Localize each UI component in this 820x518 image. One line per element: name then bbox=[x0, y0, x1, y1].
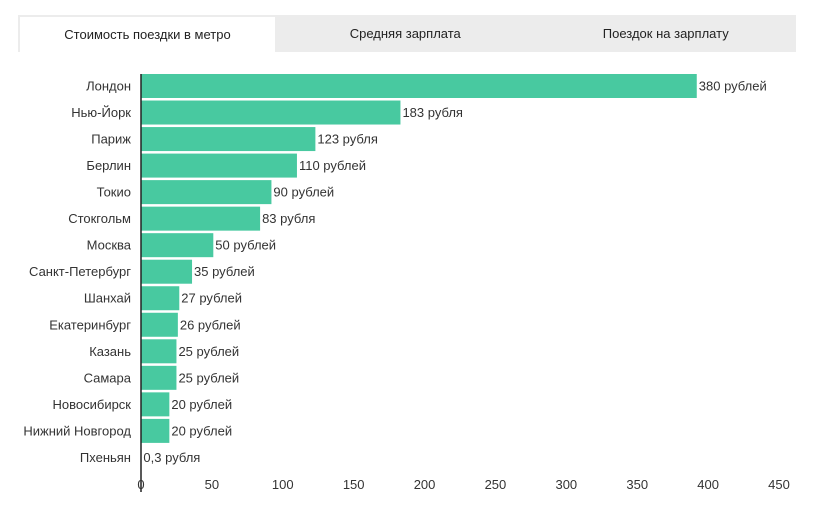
data-label: 0,3 рубля bbox=[143, 450, 200, 465]
bar bbox=[141, 286, 180, 311]
category-label: Пхеньян bbox=[80, 450, 131, 465]
bar bbox=[141, 206, 261, 231]
x-tick-label: 200 bbox=[414, 477, 436, 492]
x-tick-label: 400 bbox=[697, 477, 719, 492]
data-label: 25 рублей bbox=[178, 344, 239, 359]
bar bbox=[141, 233, 214, 258]
tab-metro-cost[interactable]: Стоимость поездки в метро bbox=[20, 17, 275, 52]
bar bbox=[141, 392, 170, 417]
x-tick-label: 350 bbox=[626, 477, 648, 492]
bar bbox=[141, 339, 177, 364]
x-tick-label: 150 bbox=[343, 477, 365, 492]
category-label: Казань bbox=[89, 344, 131, 359]
category-label: Нью-Йорк bbox=[71, 105, 131, 120]
data-label: 20 рублей bbox=[171, 397, 232, 412]
x-tick-label: 450 bbox=[768, 477, 790, 492]
x-tick-label: 250 bbox=[485, 477, 507, 492]
data-label: 26 рублей bbox=[180, 317, 241, 332]
data-label: 27 рублей bbox=[181, 291, 242, 306]
category-label: Москва bbox=[87, 238, 132, 253]
tab-bar: Стоимость поездки в метро Средняя зарпла… bbox=[18, 15, 796, 52]
data-label: 35 рублей bbox=[194, 264, 255, 279]
bar bbox=[141, 127, 316, 152]
data-label: 183 рубля bbox=[402, 105, 463, 120]
data-label: 123 рубля bbox=[317, 132, 378, 147]
bar bbox=[141, 153, 297, 178]
category-label: Новосибирск bbox=[53, 397, 132, 412]
data-label: 50 рублей bbox=[215, 238, 276, 253]
x-tick-label: 0 bbox=[137, 477, 144, 492]
data-label: 25 рублей bbox=[178, 370, 239, 385]
category-label: Токио bbox=[97, 185, 131, 200]
bar bbox=[141, 100, 401, 125]
data-label: 83 рубля bbox=[262, 211, 315, 226]
tab-trips-per-salary[interactable]: Поездок на зарплату bbox=[602, 26, 729, 41]
tab-average-salary[interactable]: Средняя зарплата bbox=[349, 26, 461, 41]
data-label: 20 рублей bbox=[171, 423, 232, 438]
category-label: Стокгольм bbox=[68, 211, 131, 226]
bar bbox=[141, 259, 193, 284]
category-label: Нижний Новгород bbox=[23, 423, 131, 438]
x-tick-label: 100 bbox=[272, 477, 294, 492]
category-label: Лондон bbox=[86, 79, 131, 94]
data-label: 380 рублей bbox=[699, 79, 767, 94]
data-label: 110 рублей bbox=[299, 158, 366, 173]
category-label: Берлин bbox=[86, 158, 131, 173]
category-label: Париж bbox=[91, 132, 131, 147]
bar bbox=[141, 365, 177, 390]
x-tick-label: 300 bbox=[555, 477, 577, 492]
data-label: 90 рублей bbox=[273, 185, 334, 200]
x-tick-label: 50 bbox=[205, 477, 219, 492]
bar bbox=[141, 180, 272, 205]
category-label: Шанхай bbox=[84, 291, 131, 306]
category-label: Санкт-Петербург bbox=[29, 264, 131, 279]
bar bbox=[141, 74, 697, 98]
bar bbox=[141, 418, 170, 443]
category-label: Екатеринбург bbox=[49, 317, 131, 332]
bar bbox=[141, 312, 178, 337]
category-label: Самара bbox=[84, 370, 132, 385]
